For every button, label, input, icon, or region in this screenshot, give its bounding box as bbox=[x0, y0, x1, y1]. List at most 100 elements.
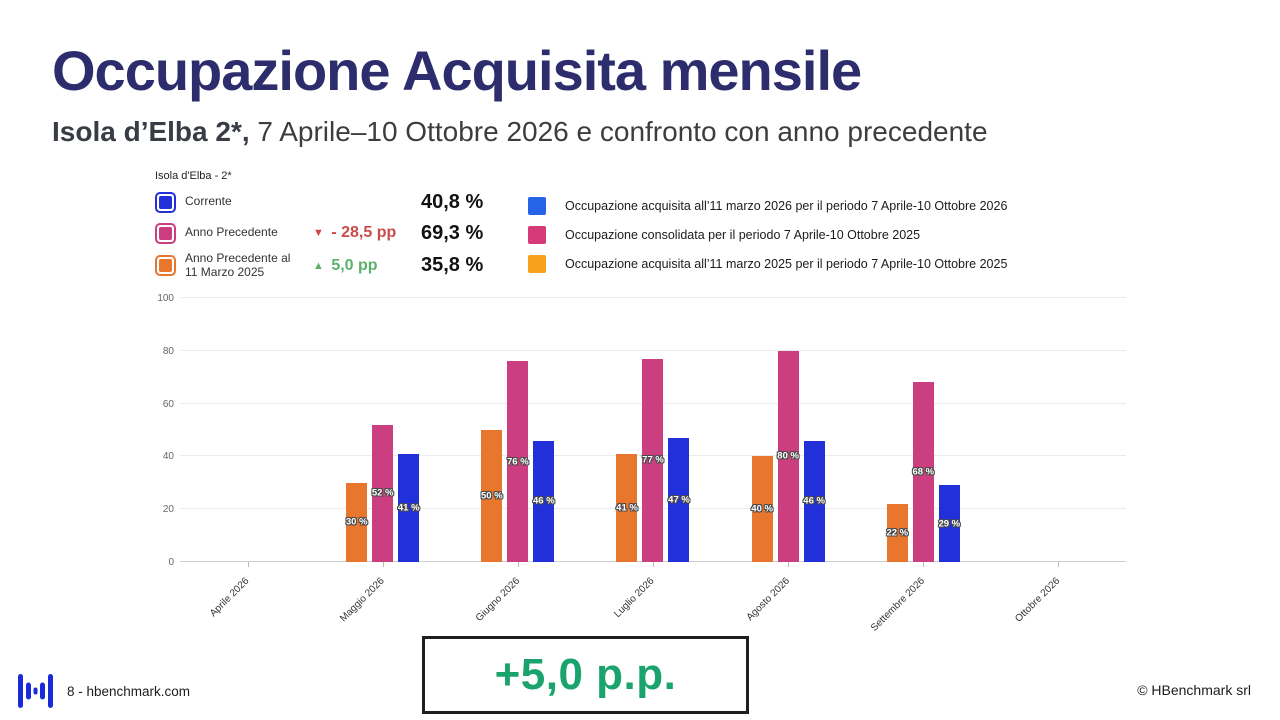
bar: 76 % bbox=[507, 361, 529, 562]
arrow-up-icon: ▲ bbox=[313, 259, 324, 272]
footer-copyright: © HBenchmark srl bbox=[1137, 682, 1251, 698]
bar: 77 % bbox=[642, 358, 664, 562]
plot-area: 30 % 52 % 41 % 50 % 76 % 46 % 41 % 77 % 47 % 40 %… bbox=[180, 297, 1126, 567]
bar: 41 % bbox=[616, 453, 638, 562]
legend-item-label: Occupazione consolidata per il periodo 7… bbox=[565, 228, 921, 242]
bar-value-label: 41 % bbox=[616, 502, 638, 514]
bar-value-label: 46 % bbox=[803, 495, 825, 507]
bar-group: 22 % 68 % 29 % bbox=[856, 298, 991, 562]
summary-row-label: Anno Precedente bbox=[185, 225, 278, 240]
arrow-down-icon: ▼ bbox=[313, 227, 324, 239]
bar: 80 % bbox=[777, 350, 799, 562]
summary-row: Anno Precedente al 11 Marzo 2025 ▲ 5,0 pp 3… bbox=[155, 251, 483, 280]
bar-value-label: 52 % bbox=[371, 487, 394, 499]
bar: 50 % bbox=[481, 430, 503, 562]
bar: 40 % bbox=[751, 456, 773, 562]
x-axis-tick-mark bbox=[517, 562, 519, 567]
summary-row-change: ▼ - 28,5 pp bbox=[313, 224, 397, 241]
bar-value-label: 22 % bbox=[886, 527, 909, 539]
footer-left: 8 - hbenchmark.com bbox=[17, 671, 190, 711]
gridline bbox=[180, 297, 1126, 298]
bar: 29 % bbox=[938, 485, 961, 562]
x-axis-tick-label: Maggio 2026 bbox=[337, 575, 387, 625]
x-axis-tick-mark bbox=[653, 562, 654, 567]
bar-group: 30 % 52 % 41 % bbox=[315, 298, 450, 562]
x-axis-tick-label: Luglio 2026 bbox=[612, 575, 657, 620]
bar-value-label: 29 % bbox=[938, 518, 961, 530]
bar-group bbox=[991, 298, 1126, 562]
series-swatch-icon bbox=[155, 222, 176, 244]
series-swatch-fill bbox=[159, 195, 172, 209]
bar: 68 % bbox=[912, 382, 935, 562]
y-axis-tick-label: 100 bbox=[157, 293, 174, 304]
summary-row: Corrente 40,8 % bbox=[155, 190, 483, 214]
delta-callout-text: +5,0 p.p. bbox=[494, 650, 677, 699]
page-subtitle: Isola d’Elba 2*, 7 Aprile–10 Ottobre 202… bbox=[52, 116, 988, 148]
y-axis: 0 20 40 60 80 100 bbox=[148, 293, 174, 568]
bar-group: 50 % 76 % 46 % bbox=[450, 298, 585, 562]
bar: 47 % bbox=[668, 437, 690, 562]
y-axis-tick-label: 20 bbox=[162, 504, 174, 516]
summary-row-value: 40,8 % bbox=[421, 190, 484, 213]
x-axis-tick-mark bbox=[1058, 562, 1060, 567]
chart-legend: Occupazione acquisita all’11 marzo 2026 … bbox=[528, 197, 1007, 284]
summary-row-label: Corrente bbox=[185, 194, 232, 209]
bar-value-label: 40 % bbox=[751, 503, 773, 515]
legend-swatch-icon bbox=[528, 226, 546, 244]
summary-row-label: Anno Precedente al 11 Marzo 2025 bbox=[185, 251, 291, 279]
series-swatch-fill bbox=[159, 226, 172, 240]
bar: 22 % bbox=[886, 503, 909, 562]
bar-value-label: 76 % bbox=[507, 456, 529, 468]
y-axis-tick-label: 0 bbox=[168, 557, 174, 568]
bar-group: 41 % 77 % 47 % bbox=[585, 298, 720, 562]
bar-value-label: 80 % bbox=[777, 450, 799, 462]
x-axis-tick-mark bbox=[247, 562, 249, 567]
summary-row-change: ▲ 5,0 pp bbox=[313, 256, 378, 274]
y-axis-tick-label: 80 bbox=[162, 345, 174, 357]
bar: 30 % bbox=[345, 482, 368, 562]
bar-value-label: 46 % bbox=[533, 495, 555, 507]
bar-value-label: 68 % bbox=[912, 466, 935, 478]
x-axis-tick-mark bbox=[923, 562, 925, 567]
x-axis-tick-mark bbox=[382, 562, 384, 567]
bar: 46 % bbox=[803, 440, 825, 562]
subtitle-period: 7 Aprile–10 Ottobre 2026 e confronto con… bbox=[249, 116, 988, 147]
bar: 41 % bbox=[398, 453, 420, 562]
bar-value-label: 47 % bbox=[668, 494, 690, 506]
footer-page-url: 8 - hbenchmark.com bbox=[67, 683, 191, 699]
delta-callout-box: +5,0 p.p. bbox=[422, 636, 749, 714]
bar-value-label: 77 % bbox=[642, 454, 664, 466]
bar: 46 % bbox=[533, 440, 555, 562]
legend-swatch-icon bbox=[528, 197, 546, 215]
legend-item: Occupazione acquisita all’11 marzo 2026 … bbox=[528, 197, 1007, 215]
x-axis-tick-label: Settembre 2026 bbox=[869, 575, 928, 634]
occupancy-bar-chart: 0 20 40 60 80 100 30 % 52 % 41 % 50 % 76 % 46 % 41 … bbox=[148, 293, 1126, 638]
x-axis: Aprile 2026 Maggio 2026 Giugno 2026 Luglio … bbox=[180, 562, 1126, 634]
x-axis-tick-label: Agosto 2026 bbox=[744, 575, 793, 624]
page-title: Occupazione Acquisita mensile bbox=[52, 39, 862, 102]
summary-rows: Corrente 40,8 % Anno Precedente ▼ - 28,5 pp… bbox=[155, 190, 483, 280]
bar: 52 % bbox=[371, 424, 394, 562]
series-swatch-icon bbox=[155, 191, 176, 213]
legend-item-label: Occupazione acquisita all’11 marzo 2026 … bbox=[565, 199, 1008, 213]
summary-panel: Isola d'Elba - 2* Corrente 40,8 % Anno Pre… bbox=[155, 170, 483, 287]
legend-swatch-icon bbox=[528, 255, 546, 273]
summary-row: Anno Precedente ▼ - 28,5 pp 69,3 % bbox=[155, 221, 483, 245]
hbenchmark-logo-icon bbox=[18, 674, 53, 708]
bar-group: 40 % 80 % 46 % bbox=[721, 298, 856, 562]
summary-row-value: 69,3 % bbox=[421, 221, 484, 244]
bar-value-label: 50 % bbox=[481, 490, 503, 502]
gridline bbox=[180, 349, 1126, 351]
x-axis-tick-label: Aprile 2026 bbox=[207, 575, 252, 620]
bar-value-label: 30 % bbox=[345, 516, 368, 528]
legend-item: Occupazione acquisita all’11 marzo 2025 … bbox=[528, 255, 1007, 273]
subtitle-location: Isola d’Elba 2*, bbox=[52, 116, 250, 147]
y-axis-tick-label: 40 bbox=[162, 451, 174, 463]
series-swatch-fill bbox=[159, 259, 172, 273]
summary-row-value: 35,8 % bbox=[421, 254, 484, 277]
legend-item-label: Occupazione acquisita all’11 marzo 2025 … bbox=[565, 257, 1008, 271]
legend-item: Occupazione consolidata per il periodo 7… bbox=[528, 226, 1007, 244]
x-axis-tick-label: Ottobre 2026 bbox=[1013, 575, 1063, 625]
summary-panel-header: Isola d'Elba - 2* bbox=[155, 170, 232, 182]
bar-group bbox=[180, 298, 315, 562]
